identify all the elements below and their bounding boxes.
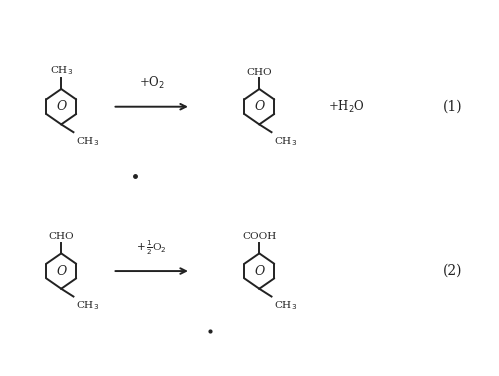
Text: O: O: [56, 100, 66, 113]
Text: CHO: CHO: [48, 232, 74, 241]
Text: CH$_3$: CH$_3$: [76, 135, 99, 148]
Text: CH$_3$: CH$_3$: [274, 135, 297, 148]
Text: O: O: [56, 265, 66, 277]
Text: (2): (2): [443, 264, 462, 278]
Text: CH$_3$: CH$_3$: [50, 64, 73, 77]
Text: O: O: [254, 265, 264, 277]
Text: COOH: COOH: [242, 232, 276, 241]
Text: CHO: CHO: [247, 68, 272, 77]
Text: $+\,\frac{1}{2}$O$_2$: $+\,\frac{1}{2}$O$_2$: [136, 238, 167, 257]
Text: +H$_2$O: +H$_2$O: [328, 99, 365, 115]
Text: +O$_2$: +O$_2$: [139, 75, 165, 91]
Text: O: O: [254, 100, 264, 113]
Text: CH$_3$: CH$_3$: [76, 299, 99, 312]
Text: CH$_3$: CH$_3$: [274, 299, 297, 312]
Text: (1): (1): [443, 100, 462, 114]
